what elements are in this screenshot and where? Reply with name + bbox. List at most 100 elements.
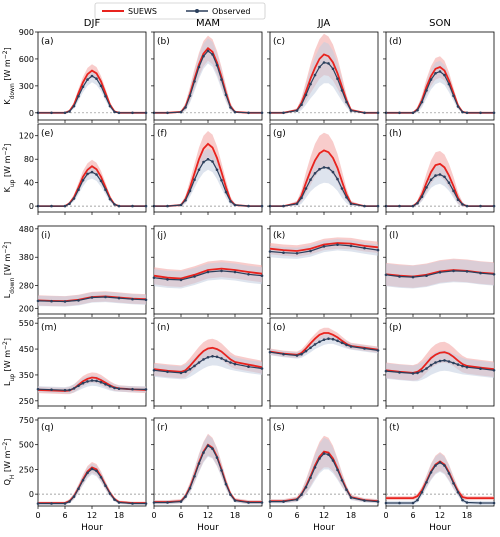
observed-point (456, 198, 460, 201)
observed-point (318, 457, 321, 460)
observed-point (99, 179, 103, 183)
observed-point (108, 492, 112, 495)
legend-suews-label: SUEWS (128, 7, 157, 16)
observed-point (322, 338, 326, 342)
observed-point (411, 275, 415, 279)
observed-point (77, 299, 80, 302)
panel-label: (d) (389, 37, 402, 47)
panel-o: (o) (267, 317, 380, 409)
panel-n: (n) (151, 317, 264, 409)
observed-point (215, 355, 219, 359)
observed-point (479, 271, 482, 275)
observed-point (429, 78, 433, 81)
observed-point (398, 111, 401, 115)
observed-point (452, 189, 455, 193)
observed-point (108, 385, 112, 388)
y-tick-label: 120 (19, 132, 34, 141)
observed-point (331, 170, 335, 174)
observed-point (282, 111, 285, 115)
observed-point (72, 104, 76, 108)
observed-point (304, 187, 308, 190)
y-tick-label: 480 (19, 225, 34, 234)
panel-r: (r) 0 6 12 18 Hour (151, 417, 264, 533)
panel-label: (h) (389, 129, 402, 139)
observed-point (327, 337, 330, 341)
observed-point (179, 110, 183, 114)
x-tick-label: 0 (35, 511, 40, 520)
observed-point (282, 352, 285, 356)
panel-a: DJF (a) 0 300 600 900 (19, 18, 148, 123)
observed-band (154, 434, 262, 505)
panel-label: (p) (389, 323, 402, 333)
observed-point (197, 462, 201, 465)
panel-label: (r) (157, 423, 168, 433)
panel-label: (o) (273, 323, 286, 333)
observed-band (154, 38, 262, 113)
observed-point (416, 371, 419, 375)
observed-point (206, 157, 210, 161)
observed-point (193, 178, 196, 181)
panel-label: (k) (273, 231, 285, 241)
observed-point (304, 485, 308, 489)
observed-point (77, 94, 80, 98)
observed-point (384, 273, 388, 277)
observed-point (50, 502, 53, 505)
observed-point (309, 178, 312, 181)
observed-point (295, 202, 299, 206)
observed-point (117, 387, 121, 391)
observed-point (90, 170, 94, 174)
observed-point (376, 349, 380, 352)
observed-point (72, 387, 76, 390)
x-tick-label: 12 (319, 511, 329, 520)
season-title: DJF (84, 18, 101, 29)
y-tick-label: 200 (19, 304, 34, 313)
x-tick-label: 0 (267, 511, 272, 520)
panel-f: (f) (151, 123, 264, 215)
observed-point (108, 104, 112, 108)
observed-point (425, 481, 428, 484)
observed-point (179, 371, 183, 375)
observed-point (188, 94, 192, 98)
observed-point (224, 359, 228, 363)
observed-point (63, 502, 67, 505)
suews-line (270, 53, 378, 114)
observed-point (309, 249, 312, 253)
y-axis-label-Kdown: Kdown [W m−2] (2, 47, 16, 104)
observed-point (429, 363, 433, 367)
observed-point (336, 339, 339, 343)
legend-frame (94, 2, 266, 20)
observed-point (117, 111, 121, 115)
observed-point (331, 459, 335, 462)
x-tick-label: 18 (114, 511, 124, 520)
y-tick-label: 250 (19, 465, 34, 474)
observed-point (50, 299, 53, 303)
observed-point (420, 100, 424, 104)
season-title: SON (429, 18, 451, 29)
observed-point (452, 482, 455, 485)
suews-line (269, 332, 379, 356)
observed-point (384, 501, 388, 505)
observed-point (77, 487, 80, 491)
observed-point (206, 444, 210, 448)
observed-point (233, 270, 237, 274)
observed-point (465, 365, 469, 369)
observed-point (465, 270, 469, 273)
observed-point (465, 501, 469, 504)
observed-point (336, 77, 339, 80)
observed-point (179, 278, 183, 282)
y-tick-label: 550 (19, 319, 34, 328)
x-tick-label: 12 (435, 511, 445, 520)
x-tick-label: 6 (178, 511, 183, 520)
observed-point (492, 369, 496, 372)
suews-line (153, 346, 263, 373)
observed-point (420, 369, 424, 373)
observed-point (461, 110, 464, 114)
observed-point (68, 202, 71, 206)
observed-point (322, 245, 326, 248)
observed-point (99, 380, 103, 384)
panel-label: (s) (273, 423, 285, 433)
observed-point (166, 204, 169, 208)
observed-point (90, 379, 94, 382)
observed-point (300, 103, 303, 106)
observed-point (104, 484, 107, 488)
